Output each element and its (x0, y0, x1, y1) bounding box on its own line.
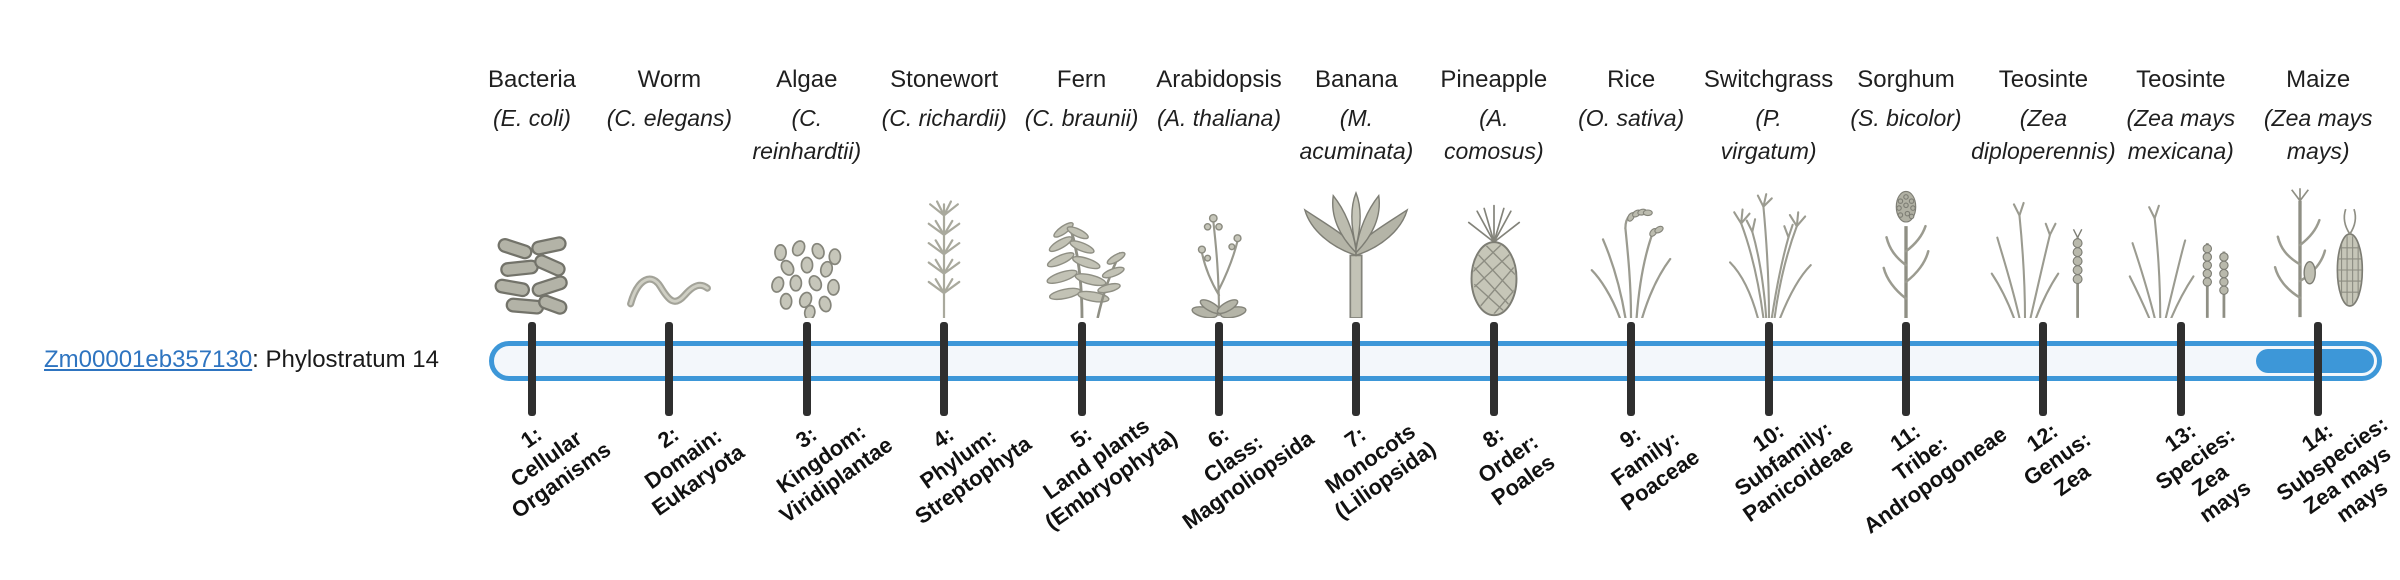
worm-icon (626, 264, 712, 318)
phylostratum-tick-mark (940, 322, 949, 416)
taxon-common-name: Sorghum (1857, 66, 1955, 93)
taxon-column: Banana (M. acuminata) 7: Monocots (Lilio… (1271, 0, 1441, 580)
stonewort-icon (920, 196, 968, 320)
taxon-common-name: Teosinte (2136, 66, 2226, 93)
taxon-column: Teosinte (Zea mays mexicana) 13: Species… (2096, 0, 2266, 580)
taxon-column: Switchgrass (P. virgatum) 10: Subfamily:… (1684, 0, 1857, 580)
taxon-column: Teosinte (Zea diploperennis) 12: Genus: … (1958, 0, 2128, 580)
phylostratum-tick-mark (1902, 322, 1910, 416)
taxon-scientific-name: (S. bicolor) (1850, 105, 1962, 131)
taxon-common-name: Algae (776, 66, 838, 93)
gene-phylostratum-text: : Phylostratum 14 (252, 346, 439, 373)
taxon-column: Stonewort (C. richardii) 4: Phylum: Stre… (859, 0, 1036, 580)
gene-id-link[interactable]: Zm00001eb357130 (44, 346, 253, 373)
taxon-scientific-name: (Zea mays mays) (2263, 105, 2373, 164)
taxon-column: Rice (O. sativa) 9: Family: Poaceae (1546, 0, 1716, 580)
phylostratum-tick-mark (2039, 322, 2048, 416)
taxon-scientific-name: (A. thaliana) (1156, 105, 1281, 131)
taxon-common-name: Banana (1315, 66, 1398, 93)
teosinte-diploperennis-icon (1989, 196, 2097, 319)
taxon-scientific-name: (A. comosus) (1443, 105, 1544, 164)
switchgrass-icon (1724, 190, 1814, 320)
phylostratum-tick-mark (2176, 322, 2185, 416)
taxon-scientific-name: (Zea diploperennis) (1971, 105, 2116, 164)
maize-icon (2264, 186, 2372, 318)
taxon-scientific-name: (E. coli) (493, 105, 571, 131)
phylostratum-tick-mark (1077, 322, 1086, 416)
phylostratum-tick-mark (1215, 322, 1223, 416)
taxon-common-name: Pineapple (1440, 66, 1548, 93)
taxon-common-name: Maize (2286, 66, 2351, 93)
banana-icon (1302, 190, 1410, 319)
phylostratum-tick-mark (1627, 322, 1636, 416)
taxon-scientific-name: (P. virgatum) (1720, 105, 1817, 164)
taxon-scientific-name: (C. elegans) (606, 105, 733, 131)
taxon-column: Arabidopsis (A. thaliana) 6: Class: Magn… (1134, 0, 1318, 580)
taxon-common-name: Fern (1056, 66, 1107, 93)
taxon-scientific-name: (C. reinhardtii) (752, 105, 862, 164)
taxon-column: Bacteria (E. coli) 1: Cellular Organisms (447, 0, 617, 580)
taxon-scientific-name: (Zea mays mexicana) (2126, 105, 2236, 164)
phylostratum-tick-mark (665, 322, 674, 416)
phylostratum-tick-mark (802, 322, 811, 416)
arabidopsis-icon (1190, 204, 1248, 319)
sorghum-icon (1875, 190, 1937, 318)
taxon-common-name: Rice (1607, 66, 1656, 93)
taxon-common-name: Teosinte (1998, 66, 2089, 93)
taxon-column: Fern (C. braunii) 5: Land plants (Embryo… (997, 0, 1182, 580)
taxon-common-name: Bacteria (487, 66, 577, 93)
phylostratum-tick-mark (528, 322, 536, 416)
taxon-common-name: Switchgrass (1703, 66, 1834, 93)
taxon-column: Algae (C. reinhardtii) 3: Kingdom: Virid… (722, 0, 896, 580)
fern-icon (1035, 210, 1129, 319)
taxon-scientific-name: (C. braunii) (1024, 105, 1139, 131)
taxon-column: Maize (Zea mays mays) 14: Subspecies: Ze… (2233, 0, 2400, 580)
taxon-scientific-name: (O. sativa) (1578, 105, 1685, 131)
taxon-column: Pineapple (A. comosus) 8: Order: Poales (1409, 0, 1579, 580)
rice-icon (1589, 200, 1673, 319)
phylostratum-tick-mark (2314, 322, 2323, 416)
taxon-common-name: Arabidopsis (1156, 66, 1282, 93)
bacteria-icon (492, 234, 572, 318)
taxon-scientific-name: (M. acuminata) (1299, 105, 1414, 164)
pineapple-icon (1462, 200, 1526, 318)
taxon-common-name: Stonewort (890, 66, 999, 93)
taxon-scientific-name: (C. richardii) (881, 105, 1007, 131)
taxon-common-name: Worm (637, 66, 702, 93)
phylostratum-tick-mark (1489, 322, 1498, 416)
algae-icon (768, 240, 846, 321)
gene-label: Zm00001eb357130: Phylostratum 14 (44, 346, 439, 374)
phylostratum-tick-mark (1764, 322, 1773, 416)
taxon-column: Sorghum (S. bicolor) 11: Tribe: Andropog… (1821, 0, 2011, 580)
taxon-column: Worm (C. elegans) 2: Domain: Eukaryota (584, 0, 754, 580)
phylostratum-tick-mark (1352, 322, 1361, 416)
teosinte-mexicana-icon (2127, 196, 2235, 319)
